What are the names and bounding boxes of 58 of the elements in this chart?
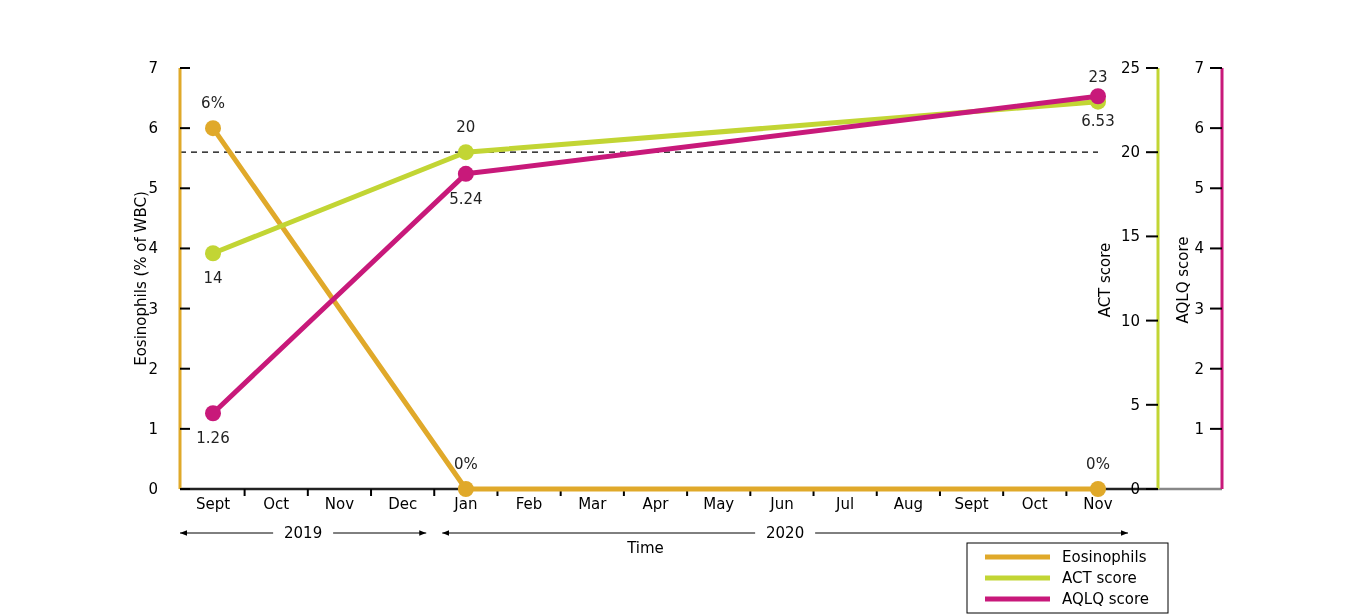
y3-tick-label: 1 (1194, 419, 1204, 438)
y-tick-label: 0 (148, 480, 158, 498)
data-label: 1.26 (196, 429, 230, 448)
y3-tick-label: 3 (1194, 299, 1204, 318)
data-label: 14 (203, 269, 223, 288)
point (457, 144, 474, 161)
point (205, 245, 221, 262)
x-tick-label: Nov (1083, 495, 1113, 513)
x-tick-label: May (703, 495, 735, 513)
legend-label: AQLQ score (1062, 590, 1150, 608)
text: 2019 (284, 524, 323, 542)
y2-tick-label: 10 (1120, 311, 1140, 330)
x-tick-label: Jul (835, 495, 855, 513)
y-tick-label: 5 (148, 179, 158, 198)
y-tick-label: 2 (148, 359, 158, 378)
data-label: 23 (1088, 67, 1108, 86)
x-tick-label: Nov (324, 495, 355, 513)
y-tick-label: 1 (148, 419, 158, 438)
x-tick-label: Oct (263, 495, 290, 513)
data-label: 6% (201, 94, 225, 113)
y-tick-label: 4 (148, 239, 158, 258)
x-tick-label: Jun (769, 495, 794, 513)
x-tick-label: Sept (195, 495, 231, 513)
point (205, 405, 221, 422)
x-tick-label: Sept (954, 495, 989, 513)
x-tick-label: Apr (642, 495, 670, 513)
y2-axis-title: ACT score (1096, 242, 1114, 318)
data-label: 6.53 (1081, 112, 1115, 131)
y-axis-title: Eosinophils (% of WBC) (132, 191, 150, 366)
x-tick-label: Mar (578, 495, 608, 513)
y2-tick-label: 25 (1120, 59, 1140, 77)
data-label: 20 (456, 118, 476, 137)
point (1090, 88, 1106, 105)
x-tick-label: Dec (388, 495, 418, 513)
legend-label: ACT score (1062, 569, 1137, 587)
point (457, 165, 474, 182)
y3-tick-label: 7 (1194, 59, 1204, 77)
y2-tick-label: 20 (1120, 143, 1140, 162)
x-tick-label: Jan (453, 495, 478, 513)
text: 2020 (766, 524, 805, 542)
y2-tick-label: 15 (1120, 227, 1140, 246)
y-tick-label: 3 (148, 299, 158, 318)
y3-axis-title: AQLQ score (1174, 236, 1192, 324)
data-label: 0% (1086, 455, 1110, 473)
y3-tick-label: 5 (1194, 179, 1204, 198)
y-tick-label: 6 (148, 119, 158, 138)
x-tick-label: Oct (1021, 495, 1048, 513)
y3-tick-label: 6 (1194, 119, 1204, 138)
x-tick-label: Feb (515, 495, 543, 513)
y3-tick-label: 4 (1194, 239, 1204, 258)
y2-tick-label: 5 (1130, 395, 1140, 414)
legend-label: Eosinophils (1062, 548, 1147, 566)
x-tick-label: Aug (893, 495, 924, 513)
data-label: 0% (453, 455, 478, 473)
x-axis-title: Time (626, 539, 664, 557)
data-label: 5.24 (449, 189, 483, 208)
y-tick-label: 7 (148, 59, 158, 77)
y3-tick-label: 2 (1194, 359, 1204, 378)
